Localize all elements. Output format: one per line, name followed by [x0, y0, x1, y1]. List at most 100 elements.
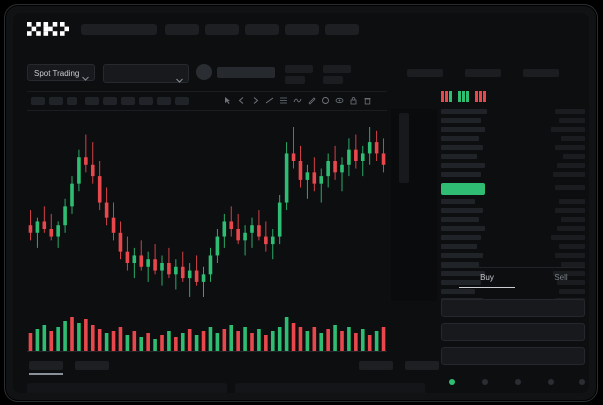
chart-price-scale [399, 113, 409, 183]
amount-slider[interactable] [441, 379, 585, 387]
orderbook-row[interactable] [441, 136, 479, 141]
fibonacci-icon[interactable] [279, 96, 288, 105]
toolbar-interval-3[interactable] [85, 97, 99, 105]
orderbook-row[interactable] [561, 217, 585, 222]
chart-tab-0[interactable] [29, 361, 63, 370]
chart-tab-right-0[interactable] [359, 361, 393, 370]
orderbook-row[interactable] [441, 217, 479, 222]
orderbook-row[interactable] [557, 163, 585, 168]
device-frame: OKX Spot Trading [4, 4, 598, 402]
orderbook-row[interactable] [559, 199, 585, 204]
orderbook-row[interactable] [441, 262, 479, 267]
wave-icon[interactable] [293, 96, 302, 105]
amount-field[interactable] [441, 323, 585, 341]
orders-panel-left[interactable] [27, 383, 227, 393]
orderbook-row[interactable] [559, 118, 585, 123]
orderbook-row[interactable] [441, 163, 485, 168]
nav-item-4[interactable] [285, 24, 319, 35]
orderbook-row[interactable] [555, 109, 585, 114]
toolbar-interval-6[interactable] [139, 97, 153, 105]
trash-icon[interactable] [363, 96, 372, 105]
nav-item-0[interactable] [81, 24, 157, 35]
orderbook-row[interactable] [553, 172, 585, 177]
orderbook-row[interactable] [441, 199, 475, 204]
eye-icon[interactable] [335, 96, 344, 105]
orderbook-row[interactable] [441, 154, 477, 159]
tab-buy[interactable]: Buy [480, 273, 494, 282]
orderbook-row[interactable] [559, 289, 585, 294]
slider-step-0[interactable] [449, 379, 455, 385]
orderbook-sell-view-icon[interactable] [475, 91, 486, 102]
orders-panel-right[interactable] [235, 383, 425, 393]
toolbar-interval-7[interactable] [157, 97, 171, 105]
price-field[interactable] [441, 299, 585, 317]
market-stat-6 [523, 69, 559, 77]
slider-step-3[interactable] [548, 379, 554, 385]
order-book-panel: Buy Sell [437, 91, 589, 385]
orderbook-row[interactable] [555, 145, 585, 150]
orderbook-row[interactable] [441, 235, 481, 240]
brush-icon[interactable] [307, 96, 316, 105]
orderbook-row[interactable] [441, 280, 481, 285]
orderbook-row[interactable] [441, 118, 481, 123]
orderbook-row[interactable] [441, 109, 487, 114]
orderbook-row[interactable] [557, 280, 585, 285]
top-navigation-bar: OKX [13, 13, 589, 45]
lock-icon[interactable] [349, 96, 358, 105]
chart-right-overlay [391, 109, 437, 301]
cursor-icon[interactable] [223, 96, 232, 105]
toolbar-interval-0[interactable] [31, 97, 45, 105]
orderbook-row[interactable] [561, 136, 585, 141]
orderbook-both-view-icon[interactable] [441, 91, 452, 102]
toolbar-interval-8[interactable] [175, 97, 189, 105]
okx-logo-icon[interactable]: OKX [27, 22, 69, 36]
nav-item-5[interactable] [325, 24, 359, 35]
tab-sell[interactable]: Sell [554, 273, 568, 282]
trendline-icon[interactable] [265, 96, 274, 105]
nav-item-3[interactable] [245, 24, 279, 35]
orderbook-row[interactable] [441, 172, 481, 177]
nav-item-1[interactable] [165, 24, 199, 35]
toolbar-interval-1[interactable] [49, 97, 63, 105]
toolbar-interval-5[interactable] [121, 97, 135, 105]
orderbook-row[interactable] [441, 271, 485, 276]
orderbook-row[interactable] [557, 226, 585, 231]
candlestick-chart[interactable] [27, 113, 387, 311]
orderbook-row[interactable] [441, 289, 475, 294]
chart-tab-1[interactable] [75, 361, 109, 370]
magnet-icon[interactable] [321, 96, 330, 105]
orderbook-row[interactable] [441, 127, 485, 132]
trading-mode-select[interactable]: Spot Trading [27, 64, 95, 81]
orderbook-row[interactable] [553, 271, 585, 276]
slider-step-4[interactable] [579, 379, 585, 385]
orderbook-row[interactable] [563, 154, 585, 159]
chevron-left-icon[interactable] [237, 96, 246, 105]
orderbook-row[interactable] [441, 226, 485, 231]
orderbook-row[interactable] [561, 262, 585, 267]
orderbook-row[interactable] [551, 235, 585, 240]
market-stat-4 [407, 69, 443, 77]
orderbook-row[interactable] [441, 244, 477, 249]
orderbook-row[interactable] [555, 185, 585, 190]
chart-toolbar [27, 91, 387, 111]
orderbook-buy-view-icon[interactable] [458, 91, 469, 102]
total-field[interactable] [441, 347, 585, 365]
slider-step-2[interactable] [515, 379, 521, 385]
orderbook-row[interactable] [551, 127, 585, 132]
nav-item-2[interactable] [205, 24, 239, 35]
toolbar-interval-2[interactable] [67, 97, 77, 105]
orderbook-row[interactable] [555, 208, 585, 213]
app-viewport: OKX Spot Trading [13, 13, 589, 393]
chart-tab-right-1[interactable] [405, 361, 439, 370]
orderbook-row[interactable] [559, 244, 585, 249]
orderbook-row[interactable] [441, 145, 483, 150]
orderbook-row[interactable] [555, 253, 585, 258]
chevron-right-icon[interactable] [251, 96, 260, 105]
orderbook-rows[interactable] [437, 109, 589, 303]
market-stat-3 [323, 76, 343, 84]
toolbar-interval-4[interactable] [103, 97, 117, 105]
trading-pair-select[interactable] [103, 64, 189, 83]
orderbook-row[interactable] [441, 208, 483, 213]
orderbook-row[interactable] [441, 253, 483, 258]
slider-step-1[interactable] [482, 379, 488, 385]
